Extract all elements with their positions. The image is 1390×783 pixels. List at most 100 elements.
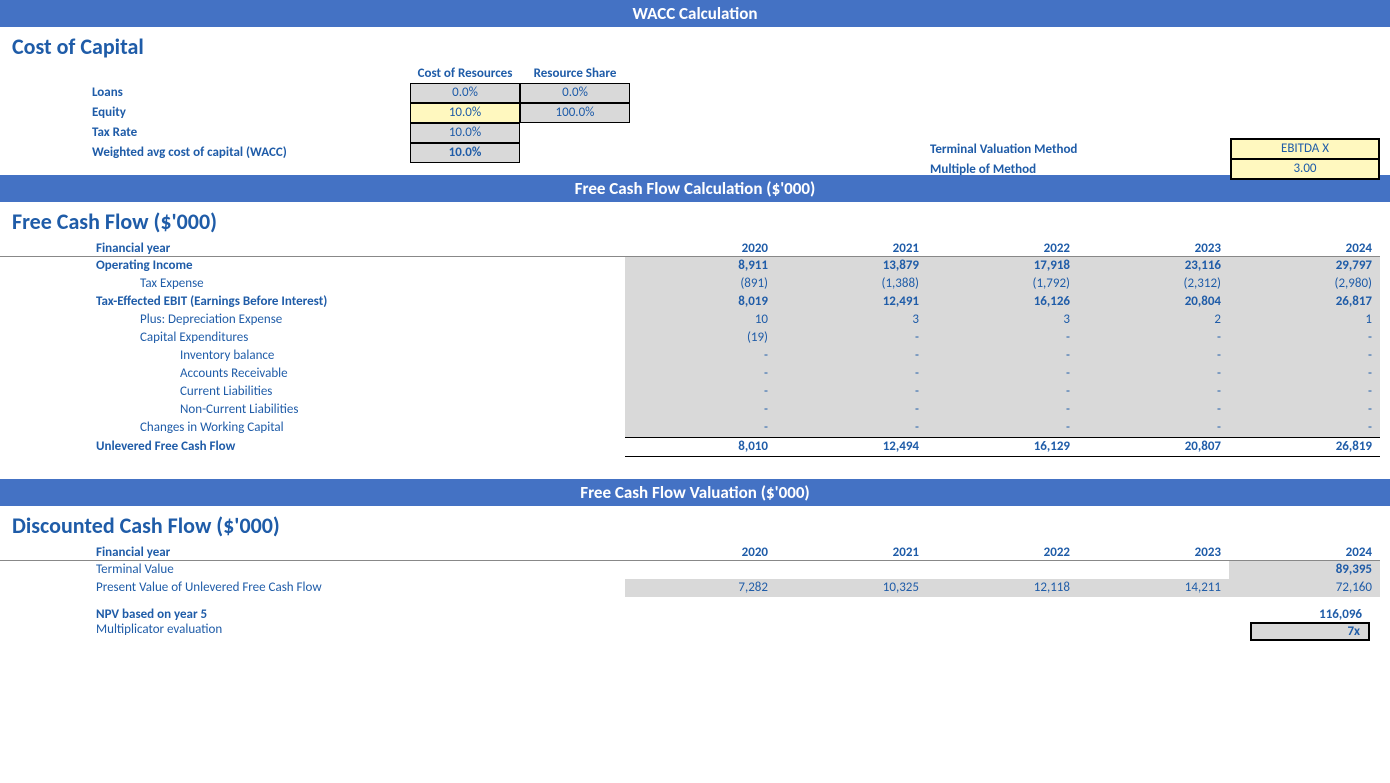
terminal-method-box: Terminal Valuation Method EBITDA X Multi… bbox=[930, 139, 1380, 179]
row-terminal-value: Terminal Value 89,395 bbox=[0, 561, 1380, 580]
fcf-cell: 13,879 bbox=[776, 257, 927, 276]
label-financial-year-dcf: Financial year bbox=[0, 545, 625, 561]
cell-equity-share[interactable]: 100.0% bbox=[520, 103, 630, 123]
fcf-cell: - bbox=[1078, 401, 1229, 419]
banner-wacc: WACC Calculation bbox=[0, 0, 1390, 27]
fcf-cell: (1,388) bbox=[776, 275, 927, 293]
heading-cost-of-capital: Cost of Capital bbox=[0, 27, 1390, 66]
fcf-year-1: 2021 bbox=[776, 241, 927, 257]
fcf-year-header: Financial year 2020 2021 2022 2023 2024 bbox=[0, 241, 1380, 257]
fcf-cell: - bbox=[1229, 419, 1380, 438]
label-equity: Equity bbox=[0, 103, 410, 123]
fcf-cell: - bbox=[776, 365, 927, 383]
banner-fcf-val: Free Cash Flow Valuation ($'000) bbox=[0, 479, 1390, 506]
fcf-cell: 3 bbox=[927, 311, 1078, 329]
fcf-cell: - bbox=[1078, 347, 1229, 365]
label-tax-rate: Tax Rate bbox=[0, 123, 410, 143]
fcf-cell: - bbox=[625, 401, 776, 419]
fcf-cell: - bbox=[776, 419, 927, 438]
fcf-row-label: Capital Expenditures bbox=[0, 329, 625, 347]
fcf-row: Inventory balance----- bbox=[0, 347, 1380, 365]
row-pv-unlevered-fcf: Present Value of Unlevered Free Cash Flo… bbox=[0, 579, 1380, 597]
fcf-year-4: 2024 bbox=[1229, 241, 1380, 257]
label-pv-unlevered-fcf: Present Value of Unlevered Free Cash Flo… bbox=[0, 579, 625, 597]
fcf-cell: 29,797 bbox=[1229, 257, 1380, 276]
fcf-cell: - bbox=[927, 401, 1078, 419]
fcf-cell: 17,918 bbox=[927, 257, 1078, 276]
fcf-cell: - bbox=[1229, 329, 1380, 347]
fcf-cell: (19) bbox=[625, 329, 776, 347]
label-npv: NPV based on year 5 bbox=[0, 607, 1250, 622]
cell-npv: 116,096 bbox=[1250, 607, 1370, 622]
cell-equity-cost[interactable]: 10.0% bbox=[410, 103, 520, 123]
fcf-cell: 8,911 bbox=[625, 257, 776, 276]
pv-3: 14,211 bbox=[1078, 579, 1229, 597]
label-terminal-value: Terminal Value bbox=[0, 561, 625, 580]
cell-wacc[interactable]: 10.0% bbox=[410, 143, 520, 163]
fcf-row: Accounts Receivable----- bbox=[0, 365, 1380, 383]
fcf-cell: 2 bbox=[1078, 311, 1229, 329]
fcf-row-label: Tax Expense bbox=[0, 275, 625, 293]
fcf-cell: 20,804 bbox=[1078, 293, 1229, 311]
fcf-cell: - bbox=[927, 419, 1078, 438]
label-financial-year: Financial year bbox=[0, 241, 625, 257]
fcf-cell: - bbox=[625, 347, 776, 365]
label-loans: Loans bbox=[0, 83, 410, 103]
cell-loans-share[interactable]: 0.0% bbox=[520, 83, 630, 103]
fcf-cell: - bbox=[776, 401, 927, 419]
fcf-row: Plus: Depreciation Expense103321 bbox=[0, 311, 1380, 329]
cell-tax-rate[interactable]: 10.0% bbox=[410, 123, 520, 143]
fcf-row: Tax-Effected EBIT (Earnings Before Inter… bbox=[0, 293, 1380, 311]
fcf-row-label: Changes in Working Capital bbox=[0, 419, 625, 438]
fcf-year-3: 2023 bbox=[1078, 241, 1229, 257]
fcf-cell: - bbox=[625, 365, 776, 383]
fcf-cell: (2,312) bbox=[1078, 275, 1229, 293]
cell-multiplicator: 7x bbox=[1250, 622, 1370, 641]
fcf-row-label: Non-Current Liabilities bbox=[0, 401, 625, 419]
fcf-table: Financial year 2020 2021 2022 2023 2024 … bbox=[0, 241, 1380, 457]
fcf-cell: (1,792) bbox=[927, 275, 1078, 293]
cell-loans-cost[interactable]: 0.0% bbox=[410, 83, 520, 103]
fcf-cell: - bbox=[1229, 347, 1380, 365]
row-multiplicator: Multiplicator evaluation 7x bbox=[0, 622, 1390, 641]
dcf-year-0: 2020 bbox=[625, 545, 776, 561]
fcf-cell: - bbox=[776, 329, 927, 347]
heading-dcf: Discounted Cash Flow ($'000) bbox=[0, 506, 1390, 545]
fcf-cell: - bbox=[927, 365, 1078, 383]
label-terminal-valuation-method: Terminal Valuation Method bbox=[930, 142, 1230, 157]
fcf-cell: - bbox=[625, 383, 776, 401]
row-npv: NPV based on year 5 116,096 bbox=[0, 607, 1390, 622]
fcf-cell: - bbox=[625, 419, 776, 438]
heading-fcf: Free Cash Flow ($'000) bbox=[0, 202, 1390, 241]
fcf-row-label: Operating Income bbox=[0, 257, 625, 276]
label-multiple-of-method: Multiple of Method bbox=[930, 162, 1230, 177]
ufcf-4: 26,819 bbox=[1229, 438, 1380, 457]
fcf-row: Current Liabilities----- bbox=[0, 383, 1380, 401]
fcf-cell: 3 bbox=[776, 311, 927, 329]
pv-0: 7,282 bbox=[625, 579, 776, 597]
fcf-cell: 16,126 bbox=[927, 293, 1078, 311]
fcf-cell: 26,817 bbox=[1229, 293, 1380, 311]
fcf-cell: (891) bbox=[625, 275, 776, 293]
fcf-cell: - bbox=[1078, 329, 1229, 347]
ufcf-1: 12,494 bbox=[776, 438, 927, 457]
fcf-cell: - bbox=[1229, 383, 1380, 401]
ufcf-0: 8,010 bbox=[625, 438, 776, 457]
fcf-cell: 1 bbox=[1229, 311, 1380, 329]
fcf-cell: 8,019 bbox=[625, 293, 776, 311]
fcf-row: Non-Current Liabilities----- bbox=[0, 401, 1380, 419]
dcf-year-1: 2021 bbox=[776, 545, 927, 561]
col-hdr-cost-of-resources: Cost of Resources bbox=[410, 66, 520, 83]
banner-fcf-calc: Free Cash Flow Calculation ($'000) bbox=[0, 175, 1390, 202]
col-hdr-resource-share: Resource Share bbox=[520, 66, 630, 83]
fcf-cell: 12,491 bbox=[776, 293, 927, 311]
dcf-year-3: 2023 bbox=[1078, 545, 1229, 561]
fcf-row-label: Plus: Depreciation Expense bbox=[0, 311, 625, 329]
fcf-cell: - bbox=[1229, 365, 1380, 383]
fcf-cell: - bbox=[927, 347, 1078, 365]
pv-2: 12,118 bbox=[927, 579, 1078, 597]
fcf-year-0: 2020 bbox=[625, 241, 776, 257]
cell-terminal-valuation-method[interactable]: EBITDA X bbox=[1230, 138, 1380, 160]
cell-multiple-of-method[interactable]: 3.00 bbox=[1230, 158, 1380, 180]
fcf-year-2: 2022 bbox=[927, 241, 1078, 257]
